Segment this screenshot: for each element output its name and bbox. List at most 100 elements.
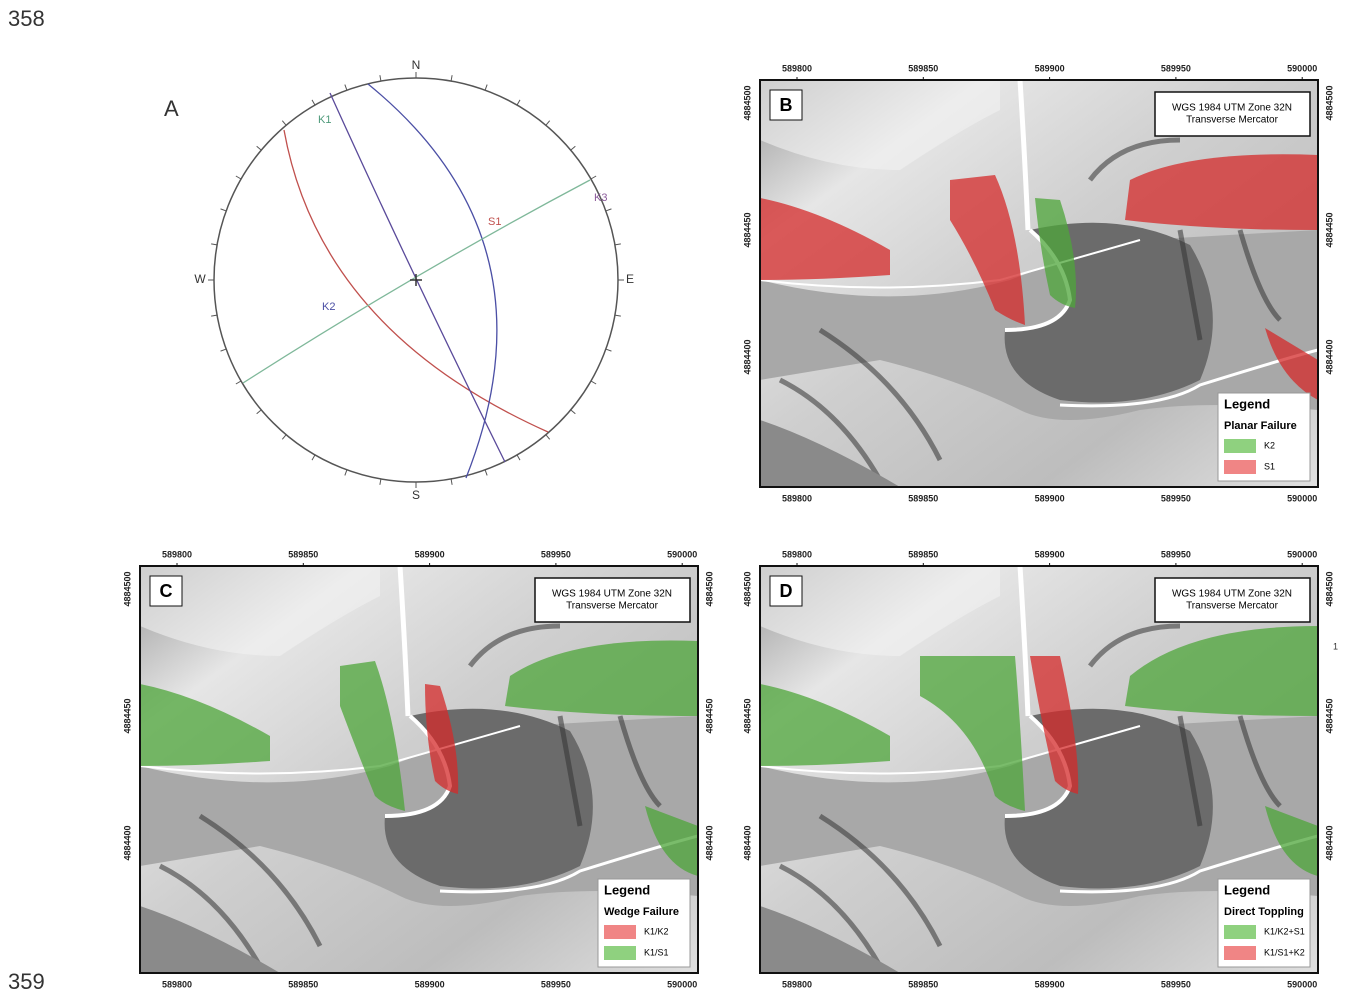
x-tick-label: 590000 bbox=[1287, 549, 1317, 559]
legend-swatch bbox=[1224, 946, 1256, 960]
degree-tick bbox=[345, 470, 347, 476]
y-tick-label: 4884500 bbox=[122, 571, 132, 606]
legend-subtitle: Planar Failure bbox=[1224, 420, 1297, 432]
x-tick-label: 589950 bbox=[1161, 63, 1191, 73]
x-tick-label: 589850 bbox=[288, 979, 318, 989]
degree-tick bbox=[517, 100, 520, 105]
direction: S bbox=[412, 488, 420, 502]
y-tick-label: 4884450 bbox=[122, 698, 132, 733]
y-tick-label: 4884400 bbox=[1324, 339, 1334, 374]
y-tick-label: 4884450 bbox=[704, 698, 714, 733]
x-tick-label: 589850 bbox=[908, 63, 938, 73]
y-tick-label: 4884500 bbox=[742, 85, 752, 120]
legend-label: K1/K2+S1 bbox=[1264, 926, 1305, 936]
y-tick-label: 4884500 bbox=[1324, 571, 1334, 606]
degree-tick bbox=[615, 315, 621, 316]
degree-tick bbox=[606, 209, 612, 211]
x-tick-label: 589800 bbox=[162, 979, 192, 989]
degree-tick bbox=[282, 435, 286, 440]
y-tick-label: 4884500 bbox=[704, 571, 714, 606]
legend-title: Legend bbox=[604, 882, 650, 897]
x-tick-label: 589950 bbox=[1161, 979, 1191, 989]
legend-subtitle: Direct Toppling bbox=[1224, 906, 1304, 918]
degree-tick bbox=[221, 349, 227, 351]
direction: N bbox=[412, 58, 421, 72]
y-tick-label: 4884450 bbox=[742, 698, 752, 733]
legend-subtitle: Wedge Failure bbox=[604, 906, 679, 918]
legend-swatch bbox=[604, 925, 636, 939]
pole-label: K3 bbox=[594, 192, 607, 204]
pole-label: S1 bbox=[488, 216, 501, 228]
x-tick-label: 589850 bbox=[908, 979, 938, 989]
x-tick-label: 589950 bbox=[1161, 549, 1191, 559]
degree-tick bbox=[312, 455, 315, 460]
degree-tick bbox=[615, 244, 621, 245]
degree-tick bbox=[380, 75, 381, 81]
x-tick-label: 589950 bbox=[541, 549, 571, 559]
crs-text: Transverse Mercator bbox=[1186, 601, 1279, 612]
degree-tick bbox=[451, 479, 452, 485]
x-tick-label: 590000 bbox=[667, 979, 697, 989]
page-number: 359 bbox=[8, 969, 45, 991]
legend-title: Legend bbox=[1224, 882, 1270, 897]
side-note: 1 bbox=[1333, 641, 1338, 651]
crs-text: Transverse Mercator bbox=[566, 601, 659, 612]
y-tick-label: 4884400 bbox=[704, 825, 714, 860]
degree-tick bbox=[345, 85, 347, 91]
x-tick-label: 589950 bbox=[1161, 493, 1191, 503]
degree-tick bbox=[571, 146, 576, 150]
x-tick-label: 589950 bbox=[541, 979, 571, 989]
pole-label: K2 bbox=[322, 301, 335, 313]
y-tick-label: 4884450 bbox=[1324, 212, 1334, 247]
panel-label: C bbox=[160, 581, 173, 601]
stereonet: A N E S W K1 S1 K3 K2 bbox=[164, 58, 634, 502]
x-tick-label: 589900 bbox=[415, 549, 445, 559]
degree-tick bbox=[236, 381, 241, 384]
legend-label: K1/S1+K2 bbox=[1264, 947, 1305, 957]
degree-tick bbox=[546, 435, 550, 440]
x-tick-label: 590000 bbox=[1287, 63, 1317, 73]
x-tick-label: 589800 bbox=[782, 549, 812, 559]
x-tick-label: 589800 bbox=[782, 63, 812, 73]
legend-title: Legend bbox=[1224, 396, 1270, 411]
degree-tick bbox=[606, 349, 612, 351]
x-tick-label: 590000 bbox=[667, 549, 697, 559]
y-tick-label: 4884450 bbox=[1324, 698, 1334, 733]
legend-swatch bbox=[1224, 460, 1256, 474]
degree-tick bbox=[485, 85, 487, 91]
crs-text: WGS 1984 UTM Zone 32N bbox=[1172, 589, 1292, 600]
crs-text: WGS 1984 UTM Zone 32N bbox=[1172, 103, 1292, 114]
degree-tick bbox=[517, 455, 520, 460]
degree-tick bbox=[485, 470, 487, 476]
crs-text: WGS 1984 UTM Zone 32N bbox=[552, 589, 672, 600]
y-tick-label: 4884450 bbox=[742, 212, 752, 247]
degree-tick bbox=[546, 121, 550, 126]
x-tick-label: 589900 bbox=[415, 979, 445, 989]
direction: W bbox=[194, 272, 206, 286]
degree-tick bbox=[236, 176, 241, 179]
y-tick-label: 4884400 bbox=[122, 825, 132, 860]
x-tick-label: 589900 bbox=[1035, 979, 1065, 989]
degree-tick bbox=[221, 209, 227, 211]
x-tick-label: 589800 bbox=[782, 979, 812, 989]
legend-swatch bbox=[1224, 925, 1256, 939]
degree-tick bbox=[282, 121, 286, 126]
degree-tick bbox=[451, 75, 452, 81]
y-tick-label: 4884500 bbox=[1324, 85, 1334, 120]
degree-tick bbox=[380, 479, 381, 485]
legend-label: K2 bbox=[1264, 440, 1275, 450]
direction: E bbox=[626, 272, 634, 286]
panel-label: B bbox=[780, 95, 793, 115]
panel-label: D bbox=[780, 581, 793, 601]
x-tick-label: 590000 bbox=[1287, 979, 1317, 989]
y-tick-label: 4884400 bbox=[742, 339, 752, 374]
map-panel: D WGS 1984 UTM Zone 32NTransverse Mercato… bbox=[742, 549, 1334, 989]
crs-text: Transverse Mercator bbox=[1186, 115, 1279, 126]
y-tick-label: 4884400 bbox=[742, 825, 752, 860]
legend-label: S1 bbox=[1264, 461, 1275, 471]
x-tick-label: 589900 bbox=[1035, 549, 1065, 559]
legend-label: K1/S1 bbox=[644, 947, 669, 957]
x-tick-label: 590000 bbox=[1287, 493, 1317, 503]
